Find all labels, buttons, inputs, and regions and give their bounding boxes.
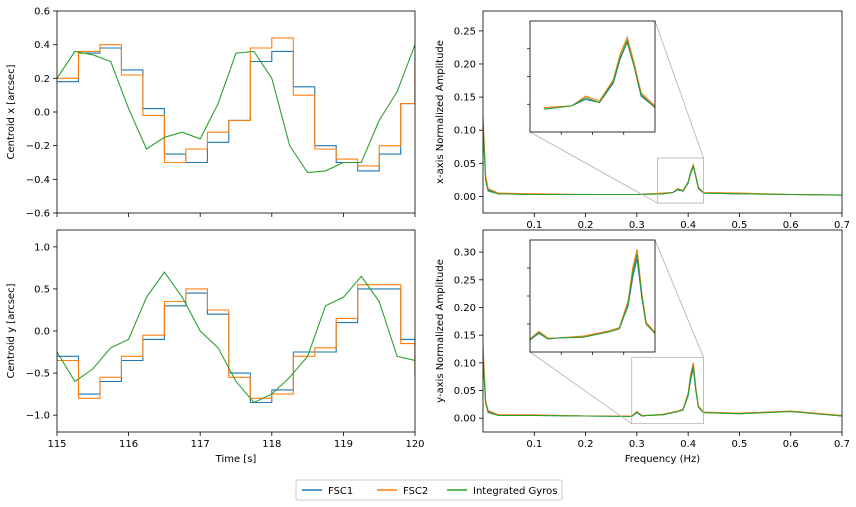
spectrum_x-inset-background <box>530 21 655 132</box>
spectrum_y-xtick-label: 0.4 <box>680 439 696 450</box>
legend-label-fsc2: FSC2 <box>403 486 428 497</box>
centroid_x-ytick-label: 0.6 <box>34 7 50 18</box>
centroid_y-series-fsc1 <box>57 288 415 404</box>
legend: FSC1 FSC2 Integrated Gyros <box>295 479 563 501</box>
spectrum_x-ylabel: x-axis Normalized Amplitude <box>435 40 446 184</box>
centroid_y-ytick-label: −1.0 <box>26 411 50 422</box>
spectrum_y-xtick-label: 0.6 <box>783 439 799 450</box>
spectrum_x-ytick-label: 0.00 <box>454 192 476 203</box>
centroid_x-series-fsc1 <box>57 47 415 172</box>
centroid_y-xtick-label: 120 <box>405 439 424 450</box>
centroid_x-plot-area <box>57 37 415 174</box>
spectrum_y-series-fsc1 <box>483 351 842 418</box>
centroid_y-ytick-label: 0.0 <box>34 327 50 338</box>
spectrum_x-series-integrated-gyros <box>483 123 842 196</box>
spectrum_x-zoom-connector <box>529 131 658 204</box>
centroid_x-ytick-label: 0.2 <box>34 74 50 85</box>
centroid_y-panel: −1.0 −0.5 0.0 0.5 1.0 115 116 117 118 119 120 Time … <box>6 229 425 465</box>
centroid_y-ytick-label: 1.0 <box>34 242 50 253</box>
spectrum_y-ytick-label: 0.05 <box>454 386 476 397</box>
spectrum_y-xlabel: Frequency (Hz) <box>625 454 701 465</box>
spectrum_y-inset-background <box>530 240 655 352</box>
spectrum_y-ytick-label: 0.15 <box>454 331 476 342</box>
centroid_y-xtick-label: 116 <box>119 439 138 450</box>
spectrum_y-plot-area <box>483 346 842 418</box>
legend-label-fsc1: FSC1 <box>328 486 353 497</box>
spectrum_x-xtick-label: 0.3 <box>629 220 645 231</box>
spectrum_x-plot-area <box>483 116 842 196</box>
spectrum_y-xtick-label: 0.7 <box>834 439 850 450</box>
spectrum_x-inset-series-integrated-gyros <box>543 38 655 110</box>
spectrum_x-series-fsc1 <box>483 130 842 196</box>
spectrum_y-xtick-label: 0.2 <box>578 439 594 450</box>
centroid_x-series-fsc2 <box>57 37 415 167</box>
spectrum_x-zoom-connector <box>654 20 704 159</box>
spectrum_x-xtick-label: 0.5 <box>731 220 747 231</box>
spectrum_x-xtick-label: 0.1 <box>526 220 542 231</box>
spectrum_y-ytick-label: 0.25 <box>454 275 476 286</box>
spectrum_y-zoom-connector <box>654 239 704 358</box>
spectrum_y-ytick-label: 0.20 <box>454 303 476 314</box>
spectrum_y-series-integrated-gyros <box>483 357 842 418</box>
centroid_x-panel: −0.6 −0.4 −0.2 0.0 0.2 0.4 0.6 Centroid x [arcs… <box>6 7 416 220</box>
spectrum_x-ytick-label: 0.25 <box>454 26 476 37</box>
spectrum_y-xtick-label: 0.5 <box>731 439 747 450</box>
spectrum_x-zoom-region <box>656 157 704 204</box>
centroid_x-ylabel: Centroid x [arcsec] <box>6 64 17 159</box>
spectrum_x-panel: 0.00 0.05 0.10 0.15 0.20 0.25 0.1 0.2 0.3 0.4 0.5 0… <box>435 10 850 231</box>
spectrum_y-inset-series-integrated-gyros <box>530 253 655 341</box>
centroid_y-xtick-label: 119 <box>334 439 353 450</box>
spectrum_y-ytick-label: 0.10 <box>454 358 476 369</box>
centroid_x-ytick-label: 0.0 <box>34 108 50 119</box>
spectrum_y-xtick-label: 0.1 <box>526 439 542 450</box>
centroid_y-xtick-label: 115 <box>47 439 66 450</box>
spectrum_x-xtick-label: 0.2 <box>578 220 594 231</box>
spectrum_x-ytick-label: 0.20 <box>454 59 476 70</box>
spectrum_x-ytick-label: 0.15 <box>454 93 476 104</box>
centroid_x-ytick-label: −0.4 <box>26 175 50 186</box>
centroid_y-ytick-label: 0.5 <box>34 284 50 295</box>
spectrum_x-inset-plot-area <box>543 35 655 110</box>
centroid_x-ytick-label: 0.4 <box>34 40 50 51</box>
spectrum_x-xtick-label: 0.4 <box>680 220 696 231</box>
centroid_y-xtick-label: 118 <box>262 439 281 450</box>
spectrum_y-panel: 0.00 0.05 0.10 0.15 0.20 0.25 0.30 0.1 0.2 0.3 0.4… <box>435 229 850 465</box>
centroid_y-xtick-label: 117 <box>191 439 210 450</box>
spectrum_y-ytick-label: 0.30 <box>454 248 476 259</box>
spectrum_y-inset-plot-area <box>530 249 655 341</box>
centroid_y-series-fsc2 <box>57 284 415 399</box>
centroid_y-ylabel: Centroid y [arcsec] <box>6 283 17 378</box>
spectrum_y-axes-frame <box>482 229 843 433</box>
spectrum_x-ytick-label: 0.10 <box>454 126 476 137</box>
spectrum_x-ytick-label: 0.05 <box>454 159 476 170</box>
spectrum_y-zoom-region <box>631 356 704 425</box>
spectrum_x-xtick-label: 0.6 <box>783 220 799 231</box>
centroid_y-ytick-label: −0.5 <box>26 369 50 380</box>
centroid_y-plot-area <box>57 271 415 404</box>
centroid_x-ytick-label: −0.2 <box>26 141 50 152</box>
centroid_y-axes-frame <box>56 229 416 433</box>
centroid_x-axes-frame <box>56 10 416 214</box>
centroid_x-ytick-label: −0.6 <box>26 209 50 220</box>
legend-label-integrated-gyros: Integrated Gyros <box>473 486 557 497</box>
centroid_y-xlabel: Time [s] <box>215 454 257 465</box>
spectrum_x-inset-series-fsc2 <box>543 35 655 109</box>
spectrum_y-ytick-label: 0.00 <box>454 414 476 425</box>
spectrum_y-zoom-connector <box>529 351 632 425</box>
spectrum_x-xtick-label: 0.7 <box>834 220 850 231</box>
spectrum_y-xtick-label: 0.3 <box>629 439 645 450</box>
spectrum_x-axes-frame <box>482 10 843 214</box>
centroid_y-series-integrated-gyros <box>57 271 415 404</box>
spectrum_y-ylabel: y-axis Normalized Amplitude <box>435 259 446 403</box>
centroid_x-series-integrated-gyros <box>57 44 415 174</box>
legend-frame <box>295 479 563 501</box>
